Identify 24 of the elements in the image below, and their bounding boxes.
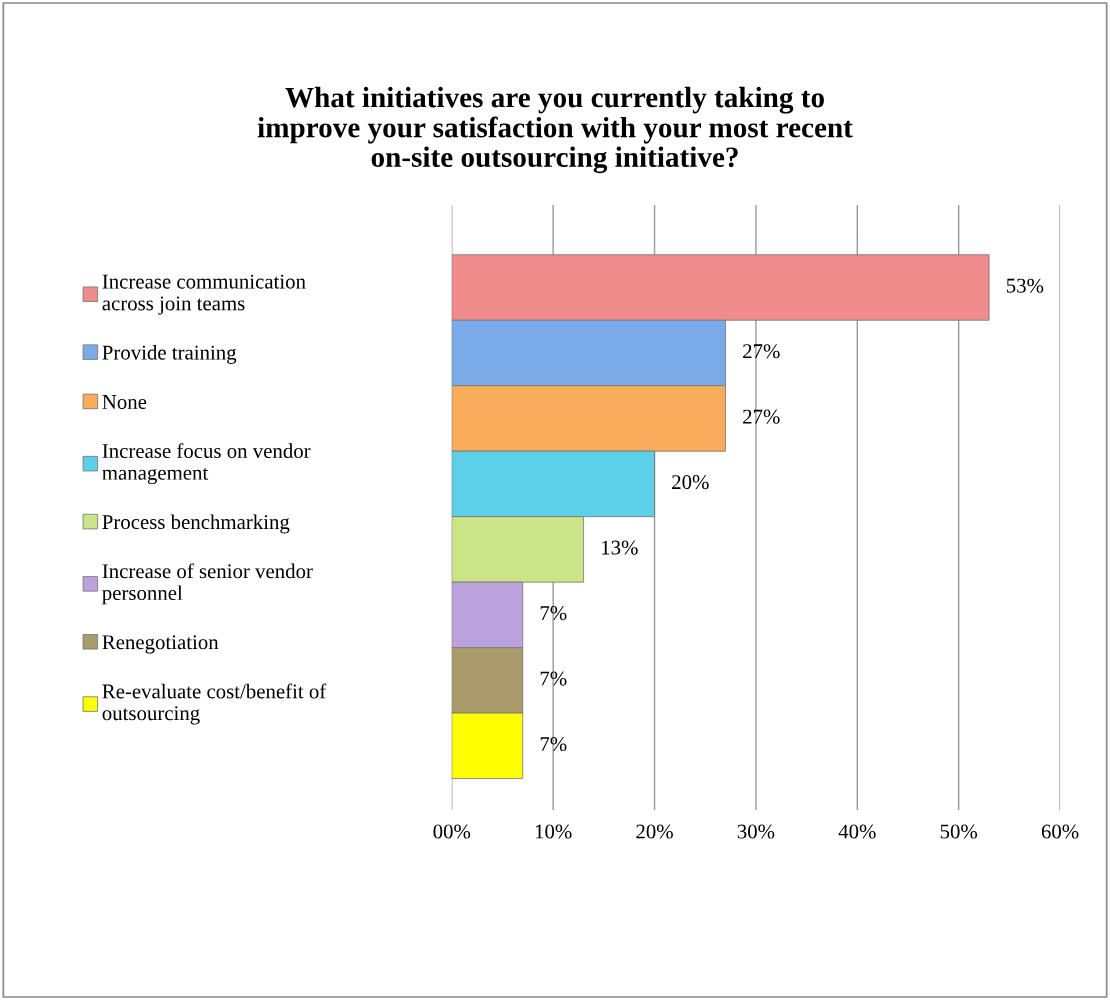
x-tick-label: 30% [737,824,775,839]
data-label: 13% [602,540,638,555]
x-tick-label: 00% [433,824,471,839]
data-label: 7% [540,606,567,621]
x-tick-label: 10% [535,824,572,839]
chart-title: What initiatives are you currently taking to improve your satisfaction with your most recent on-site outsourcing initiative? [257,86,853,174]
legend-label: Renegotiation [102,635,219,654]
data-label: 27% [743,344,780,359]
data-label: 7% [540,736,567,752]
data-label: 53% [1006,278,1044,293]
legend-label: Process benchmarking [102,514,290,534]
data-label: 20% [672,475,709,490]
data-label: 27% [743,409,780,424]
x-tick-label: 60% [1041,824,1079,839]
x-tick-label: 50% [940,824,978,839]
legend-label: Increase communication across join teams [102,274,306,315]
data-label: 7% [540,671,567,686]
x-tick-label: 40% [838,824,876,839]
legend-label: None [102,395,147,409]
legend-label: Provide training [102,344,237,364]
legend-label: Increase focus on vendor management [102,443,311,485]
legend-label: Increase of senior vendor personnel [102,563,313,605]
legend-label: Re-evaluate cost/benefit of outsourcing [102,683,327,725]
x-tick-label: 20% [636,824,673,839]
